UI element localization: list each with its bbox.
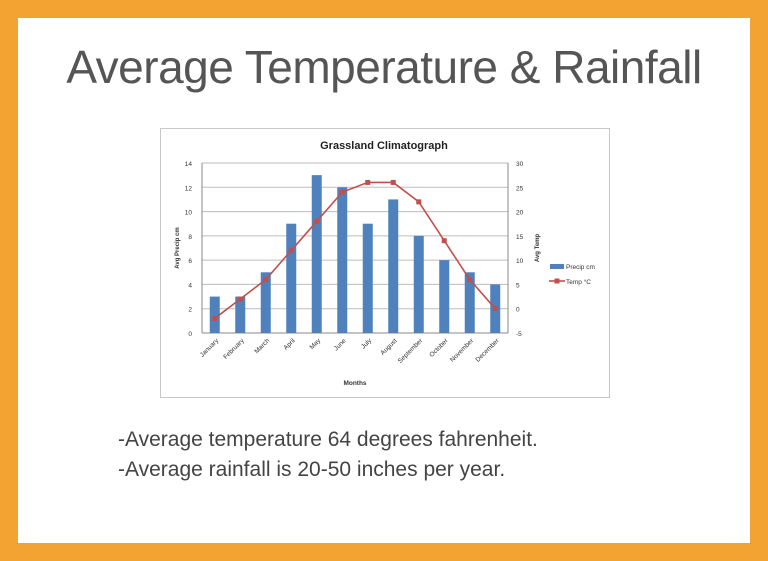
precip-bar bbox=[337, 187, 348, 333]
y2-axis-title: Avg Temp bbox=[535, 234, 541, 263]
x-tick-label: September bbox=[397, 337, 425, 365]
precip-bar bbox=[235, 296, 246, 333]
x-tick-label: October bbox=[428, 337, 450, 359]
temp-marker bbox=[390, 179, 396, 185]
x-tick-label: June bbox=[333, 337, 348, 352]
precip-bar bbox=[362, 223, 373, 333]
y2-tick-label: -5 bbox=[516, 331, 522, 338]
precip-bar bbox=[209, 296, 220, 333]
x-tick-label: November bbox=[449, 337, 476, 364]
y2-tick-label: 5 bbox=[516, 282, 520, 289]
x-tick-label: January bbox=[199, 337, 221, 359]
bullet-rainfall: -Average rainfall is 20-50 inches per ye… bbox=[118, 458, 506, 481]
temp-line bbox=[214, 181, 496, 320]
y2-tick-label: 0 bbox=[516, 307, 520, 314]
x-tick-label: March bbox=[253, 337, 271, 355]
bullet-list: -Average temperature 64 degrees fahrenhe… bbox=[118, 425, 538, 485]
y-tick-label: 2 bbox=[188, 307, 192, 314]
y2-tick-label: 25 bbox=[516, 185, 524, 192]
precip-bar bbox=[260, 272, 271, 333]
y-tick-label: 0 bbox=[188, 331, 192, 338]
temp-marker bbox=[365, 179, 371, 185]
y-tick-label: 4 bbox=[188, 282, 192, 289]
legend-temp-label: Temp °C bbox=[566, 278, 591, 286]
precip-bar bbox=[388, 199, 399, 333]
x-tick-label: May bbox=[309, 337, 323, 351]
precip-bar bbox=[286, 223, 297, 333]
x-tick-label: April bbox=[283, 337, 298, 352]
climatograph-chart: Grassland Climatograph 0 2 4 6 8 10 12 14 -5 0 5 10 1… bbox=[175, 140, 595, 387]
y-tick-label: 10 bbox=[185, 210, 193, 217]
x-tick-label: July bbox=[360, 337, 374, 351]
y-tick-label: 6 bbox=[188, 258, 192, 265]
slide-title: Average Temperature & Rainfall bbox=[66, 41, 702, 93]
legend-precip-swatch bbox=[550, 264, 564, 269]
x-tick-label: August bbox=[379, 337, 398, 356]
y2-tick-label: 30 bbox=[516, 161, 524, 168]
x-tick-label: February bbox=[222, 337, 246, 361]
precip-bar bbox=[439, 260, 450, 333]
temp-marker bbox=[314, 218, 320, 224]
legend-temp-marker bbox=[554, 278, 560, 284]
chart-container: Grassland Climatograph 0 2 4 6 8 10 12 14 -5 0 5 10 1… bbox=[160, 128, 610, 398]
temp-marker bbox=[237, 296, 243, 302]
y-tick-label: 14 bbox=[185, 161, 193, 168]
temp-marker bbox=[441, 238, 447, 244]
precip-bar bbox=[311, 175, 322, 333]
temp-marker bbox=[263, 277, 269, 283]
temp-marker bbox=[416, 199, 422, 205]
y2-tick-label: 20 bbox=[516, 210, 524, 217]
temp-marker bbox=[339, 189, 345, 195]
y-tick-label: 8 bbox=[188, 234, 192, 241]
bullet-temperature: -Average temperature 64 degrees fahrenhe… bbox=[118, 428, 538, 451]
chart-title: Grassland Climatograph bbox=[320, 140, 448, 152]
x-axis-title: Months bbox=[343, 380, 366, 387]
precip-bar bbox=[464, 272, 475, 333]
temp-marker bbox=[288, 247, 294, 253]
temp-marker bbox=[212, 315, 218, 321]
temp-marker bbox=[492, 306, 498, 312]
x-tick-label: December bbox=[475, 337, 502, 364]
legend-precip-label: Precip cm bbox=[566, 264, 595, 271]
y2-tick-label: 10 bbox=[516, 258, 524, 265]
y2-tick-label: 15 bbox=[516, 234, 524, 241]
y-tick-label: 12 bbox=[185, 185, 193, 192]
temp-marker bbox=[467, 277, 473, 283]
y-axis-title: Avg Precip cm bbox=[175, 227, 181, 268]
precip-bar bbox=[413, 235, 424, 333]
